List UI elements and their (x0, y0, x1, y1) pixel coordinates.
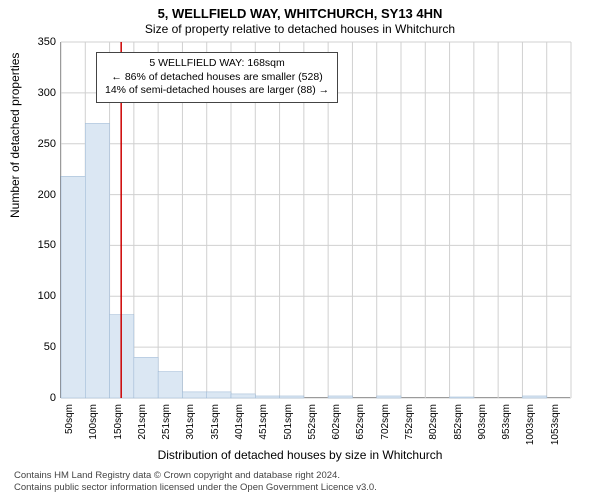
y-tick-label: 300 (16, 87, 56, 99)
annotation-line-2: ← 86% of detached houses are smaller (52… (105, 71, 329, 85)
y-tick-label: 0 (16, 392, 56, 404)
y-tick-label: 350 (16, 36, 56, 48)
annotation-line-1: 5 WELLFIELD WAY: 168sqm (105, 57, 329, 71)
histogram-bar (522, 396, 546, 398)
y-tick-label: 100 (16, 290, 56, 302)
footer: Contains HM Land Registry data © Crown c… (14, 470, 377, 494)
annotation-box: 5 WELLFIELD WAY: 168sqm ← 86% of detache… (96, 52, 338, 103)
histogram-bar (255, 396, 279, 398)
y-tick-label: 200 (16, 189, 56, 201)
histogram-bar (134, 357, 158, 398)
x-axis-label: Distribution of detached houses by size … (0, 448, 600, 462)
histogram-bar (182, 392, 206, 398)
chart-subtitle: Size of property relative to detached ho… (0, 22, 600, 36)
y-tick-label: 150 (16, 239, 56, 251)
chart-title: 5, WELLFIELD WAY, WHITCHURCH, SY13 4HN (0, 6, 600, 21)
y-tick-label: 250 (16, 138, 56, 150)
histogram-bar (158, 372, 182, 398)
annotation-line-3: 14% of semi-detached houses are larger (… (105, 84, 329, 98)
histogram-bar (61, 176, 85, 398)
histogram-bar (450, 397, 474, 398)
histogram-bar (328, 396, 352, 398)
histogram-bar (207, 392, 231, 398)
y-tick-label: 50 (16, 341, 56, 353)
histogram-bar (280, 396, 304, 398)
histogram-bar (85, 123, 109, 398)
footer-line-2: Contains public sector information licen… (14, 482, 377, 494)
histogram-bar (377, 396, 401, 398)
footer-line-1: Contains HM Land Registry data © Crown c… (14, 470, 377, 482)
histogram-bar (231, 394, 255, 398)
